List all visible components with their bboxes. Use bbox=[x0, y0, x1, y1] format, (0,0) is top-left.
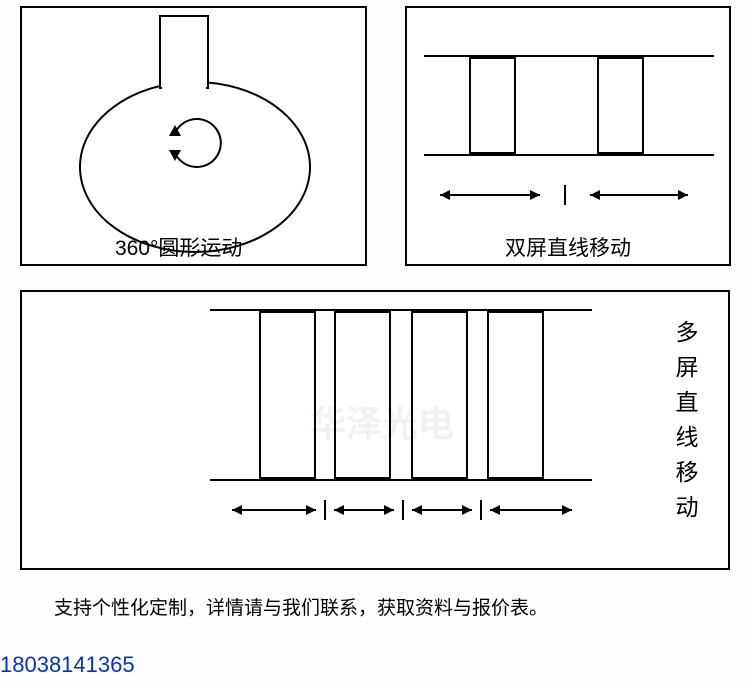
bottom-description: 支持个性化定制，详情请与我们联系，获取资料与报价表。 bbox=[54, 593, 548, 620]
caption-multi: 多屏直线移动 bbox=[668, 320, 702, 530]
dual-screen-1 bbox=[470, 58, 515, 153]
rotation-arrow-icon bbox=[175, 119, 221, 167]
caption-circular: 360°圆形运动 bbox=[115, 232, 242, 262]
multi-screen-1 bbox=[260, 312, 315, 478]
multi-screen-4 bbox=[488, 312, 543, 478]
dual-screen-2 bbox=[598, 58, 643, 153]
diagram-svg bbox=[0, 0, 750, 685]
caption-dual: 双屏直线移动 bbox=[505, 232, 631, 262]
multi-screen-2 bbox=[335, 312, 390, 478]
multi-screen-3 bbox=[412, 312, 467, 478]
phone-number: 18038141365 bbox=[0, 652, 135, 678]
circular-tab bbox=[160, 16, 208, 88]
